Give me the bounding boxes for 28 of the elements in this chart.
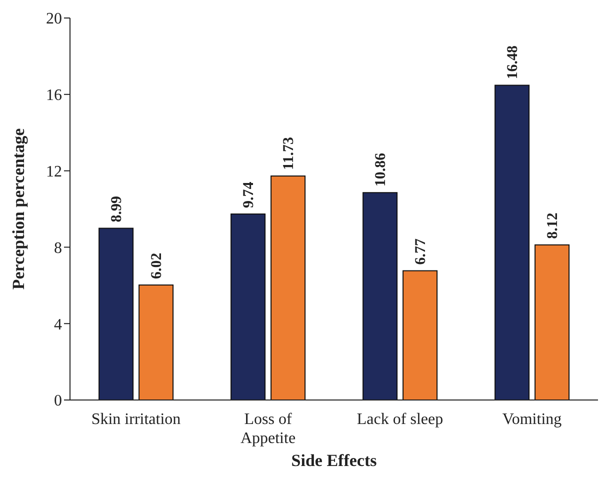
y-tick-label: 12	[46, 163, 62, 180]
data-label: 8.12	[545, 212, 562, 239]
x-tick-label: Vomiting	[502, 411, 562, 428]
bar	[230, 213, 266, 400]
bar	[270, 175, 306, 400]
y-tick-label: 8	[54, 240, 62, 257]
bar	[138, 284, 174, 400]
y-axis-title: Perception percentage	[9, 128, 28, 290]
y-tick-label: 20	[46, 10, 62, 28]
bar	[494, 84, 530, 400]
bar	[98, 228, 134, 400]
x-tick-label: Skin irritation	[91, 411, 181, 428]
bar	[362, 192, 398, 400]
x-axis-title: Side Effects	[291, 451, 378, 470]
data-label: 6.77	[413, 238, 430, 265]
data-label: 6.02	[149, 252, 166, 280]
x-tick-label: Lack of sleep	[356, 411, 444, 428]
y-tick-label: 16	[46, 87, 62, 104]
y-tick-label: 4	[54, 316, 62, 334]
data-label: 9.74	[241, 181, 258, 208]
data-label: 16.48	[505, 45, 522, 80]
bar	[534, 244, 570, 400]
y-tick-label: 0	[54, 392, 62, 410]
data-label: 11.73	[281, 137, 298, 170]
bar	[402, 270, 438, 400]
x-tick-label: Loss of Appetite	[240, 411, 296, 447]
data-label: 10.86	[373, 152, 390, 187]
data-label: 8.99	[109, 196, 126, 222]
